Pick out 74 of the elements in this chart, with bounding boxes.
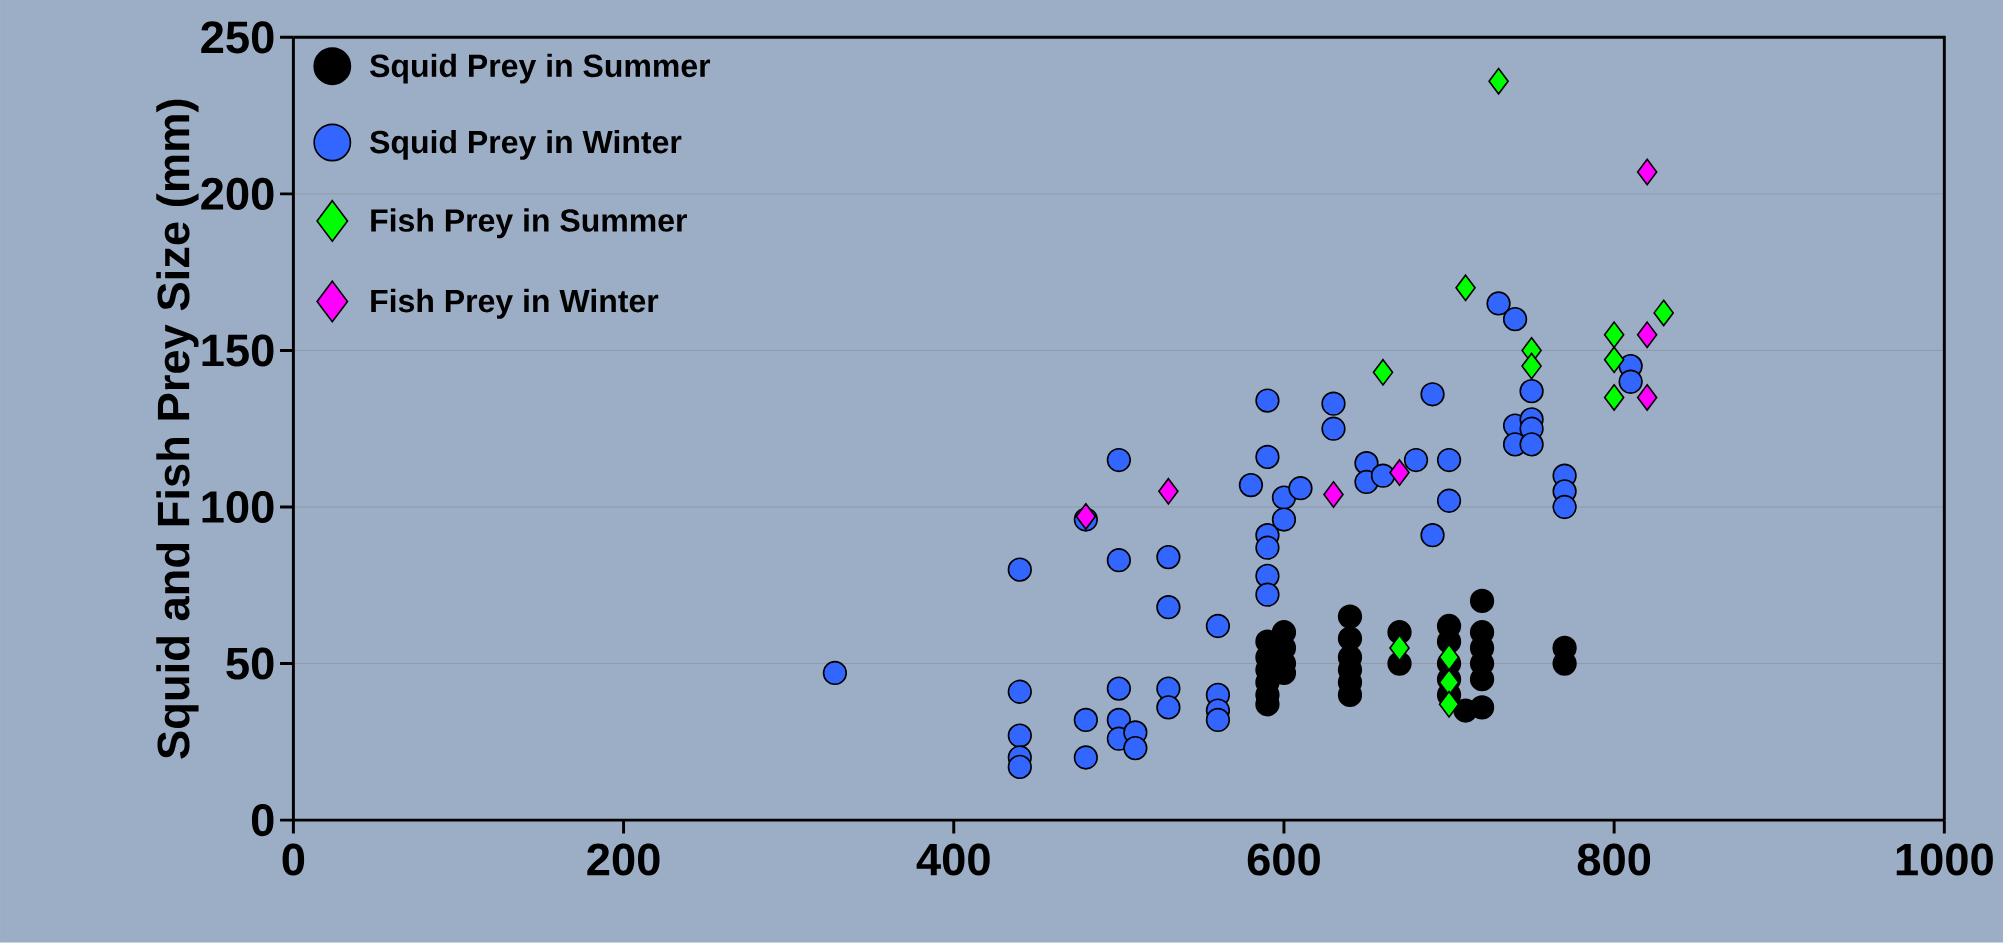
point bbox=[1255, 535, 1280, 560]
point bbox=[1007, 557, 1032, 582]
x-tick-label: 200 bbox=[587, 843, 660, 876]
point bbox=[1519, 432, 1544, 457]
legend-label: Squid Prey in Summer bbox=[370, 53, 711, 84]
point bbox=[1288, 476, 1313, 501]
point bbox=[1438, 690, 1460, 718]
point bbox=[1436, 448, 1462, 473]
point bbox=[1205, 707, 1231, 733]
point bbox=[1156, 595, 1181, 620]
point bbox=[1486, 291, 1511, 316]
point bbox=[1370, 463, 1396, 488]
legend-label: Fish Prey in Winter bbox=[371, 288, 659, 319]
point bbox=[1389, 634, 1410, 662]
y-tick-label: 150 bbox=[202, 334, 274, 367]
y-tick-label: 250 bbox=[201, 21, 274, 54]
point bbox=[822, 660, 848, 686]
y-tick-label: 200 bbox=[201, 177, 274, 211]
point bbox=[1156, 695, 1181, 720]
point bbox=[1420, 382, 1445, 407]
point bbox=[1653, 299, 1674, 327]
point bbox=[1521, 352, 1542, 380]
point bbox=[1007, 723, 1032, 748]
point bbox=[1106, 448, 1131, 473]
y-tick-label: 0 bbox=[251, 804, 274, 837]
point bbox=[1106, 548, 1131, 573]
point bbox=[1321, 416, 1346, 441]
x-tick-label: 600 bbox=[1247, 843, 1320, 876]
point bbox=[1255, 582, 1280, 607]
point bbox=[1238, 473, 1264, 498]
y-tick-label: 50 bbox=[226, 647, 274, 680]
y-tick-label: 100 bbox=[202, 491, 274, 524]
point bbox=[1372, 358, 1394, 386]
point bbox=[1636, 158, 1658, 186]
point bbox=[1519, 379, 1544, 404]
point bbox=[1603, 384, 1625, 411]
point bbox=[1007, 754, 1032, 780]
point bbox=[1123, 736, 1148, 761]
x-tick-label: 1000 bbox=[1896, 843, 1993, 876]
point bbox=[1156, 545, 1181, 570]
y-axis-title: Squid and Fish Prey Size (mm) bbox=[156, 99, 199, 759]
point bbox=[1255, 388, 1280, 413]
point bbox=[1502, 307, 1528, 332]
x-tick-label: 400 bbox=[916, 843, 990, 876]
point bbox=[1469, 588, 1495, 614]
point bbox=[1420, 523, 1445, 548]
point bbox=[1455, 274, 1476, 302]
point bbox=[1618, 369, 1643, 394]
point bbox=[1436, 488, 1462, 513]
point bbox=[1158, 477, 1179, 505]
legend-label: Squid Prey in Winter bbox=[370, 130, 682, 160]
point bbox=[1438, 643, 1460, 671]
legend-label: Fish Prey in Summer bbox=[371, 208, 687, 239]
point bbox=[1403, 448, 1429, 473]
point bbox=[1007, 679, 1032, 704]
point bbox=[1323, 481, 1344, 509]
point bbox=[1321, 391, 1346, 416]
point bbox=[1636, 321, 1658, 349]
point bbox=[1603, 346, 1625, 374]
point bbox=[1488, 67, 1509, 95]
point bbox=[1636, 384, 1658, 411]
x-tick-label: 800 bbox=[1577, 843, 1651, 876]
point bbox=[1337, 604, 1363, 629]
x-tick-label: 0 bbox=[282, 843, 305, 876]
point bbox=[1603, 321, 1625, 349]
point bbox=[1073, 707, 1098, 733]
point bbox=[1389, 459, 1410, 487]
point bbox=[1255, 444, 1280, 470]
point bbox=[1073, 745, 1098, 770]
point bbox=[1552, 494, 1577, 520]
point bbox=[1205, 613, 1231, 639]
point bbox=[1106, 676, 1131, 701]
point bbox=[1453, 698, 1478, 723]
point bbox=[1271, 507, 1297, 532]
